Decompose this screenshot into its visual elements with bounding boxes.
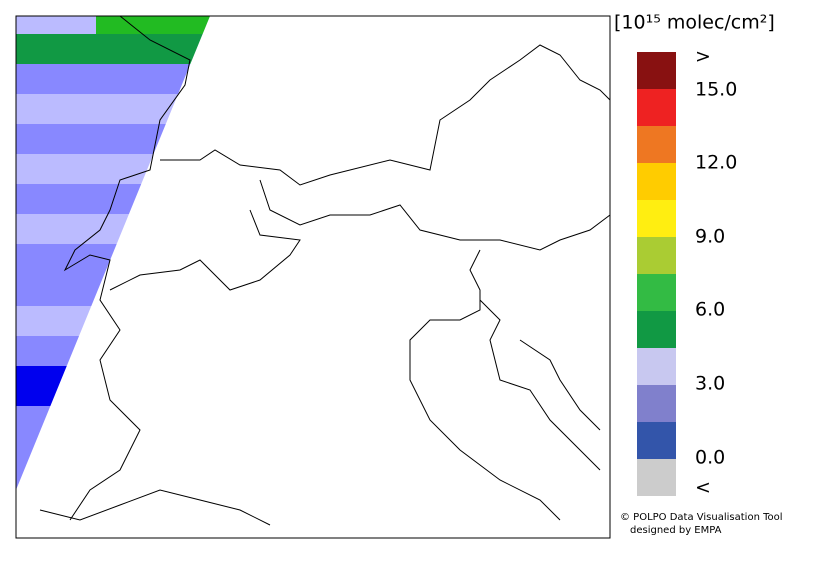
- colorbar: [637, 52, 676, 496]
- credit: designed by EMPA: [630, 525, 722, 536]
- colorbar-label: <: [695, 477, 711, 499]
- borders: [15, 15, 611, 539]
- colorbar-labels: >15.0 12.0 9.0 6.0 3.0 0.0 <: [695, 46, 737, 499]
- satellite-swath: [16, 16, 210, 490]
- colorbar-label: 12.0: [695, 152, 737, 174]
- colorbar-label: >: [695, 46, 711, 68]
- colorbar-label: 3.0: [695, 373, 725, 395]
- colorbar-label: 9.0: [695, 226, 725, 248]
- legend-title: [10¹⁵ molec/cm²]: [614, 12, 775, 34]
- colorbar-label: 0.0: [695, 447, 725, 469]
- credit: © POLPO Data Visualisation Tool: [620, 512, 783, 523]
- colorbar-label: 6.0: [695, 299, 725, 321]
- colorbar-label: 15.0: [695, 79, 737, 101]
- map-frame: [15, 15, 611, 539]
